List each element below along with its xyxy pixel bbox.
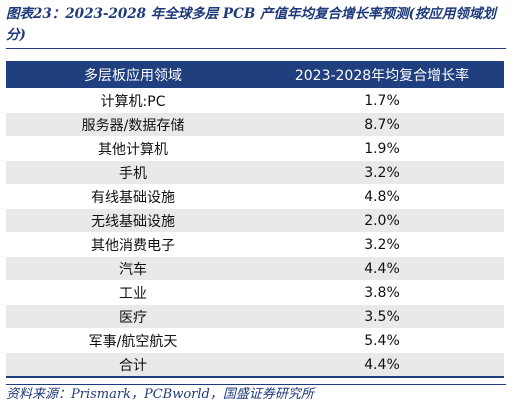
row-application: 合计 [6,352,260,378]
row-cagr: 3.2% [260,232,504,257]
row-application: 工业 [6,280,260,305]
table-row: 无线基础设施 2.0% [6,208,504,233]
row-cagr: 3.5% [260,304,504,329]
table-row: 有线基础设施 4.8% [6,184,504,209]
table-row: 其他消费电子 3.2% [6,232,504,257]
title-divider [6,48,506,49]
row-cagr: 4.8% [260,184,504,209]
row-application: 其他计算机 [6,136,260,161]
header-cagr: 2023-2028年均复合增长率 [260,61,504,89]
table-row: 医疗 3.5% [6,304,504,329]
table-row: 其他计算机 1.9% [6,136,504,161]
figure-title: 图表23：2023-2028 年全球多层 PCB 产值年均复合增长率预测(按应用… [6,6,496,43]
header-application: 多层板应用领域 [6,61,260,89]
row-cagr: 1.7% [260,88,504,113]
row-application: 有线基础设施 [6,184,260,209]
table-row: 军事/航空航天 5.4% [6,328,504,353]
row-application: 手机 [6,160,260,185]
cagr-table: 多层板应用领域 2023-2028年均复合增长率 计算机:PC 1.7% 服务器… [6,61,504,378]
table-row: 汽车 4.4% [6,256,504,281]
row-cagr: 3.2% [260,160,504,185]
table-header-row: 多层板应用领域 2023-2028年均复合增长率 [6,61,504,89]
row-cagr: 8.7% [260,112,504,137]
row-application: 医疗 [6,304,260,329]
row-cagr: 1.9% [260,136,504,161]
table-row: 手机 3.2% [6,160,504,185]
row-application: 无线基础设施 [6,208,260,233]
source-divider [6,384,506,385]
row-cagr: 3.8% [260,280,504,305]
table-row-total: 合计 4.4% [6,352,504,378]
row-cagr: 2.0% [260,208,504,233]
source-note: 资料来源：Prismark，PCBworld，国盛证券研究所 [6,387,314,402]
row-application: 服务器/数据存储 [6,112,260,137]
table-row: 工业 3.8% [6,280,504,305]
row-application: 汽车 [6,256,260,281]
row-cagr: 5.4% [260,328,504,353]
row-application: 计算机:PC [6,88,260,113]
row-cagr: 4.4% [260,256,504,281]
table-row: 服务器/数据存储 8.7% [6,112,504,137]
row-application: 军事/航空航天 [6,328,260,353]
row-application: 其他消费电子 [6,232,260,257]
table-row: 计算机:PC 1.7% [6,88,504,113]
row-cagr: 4.4% [260,352,504,378]
